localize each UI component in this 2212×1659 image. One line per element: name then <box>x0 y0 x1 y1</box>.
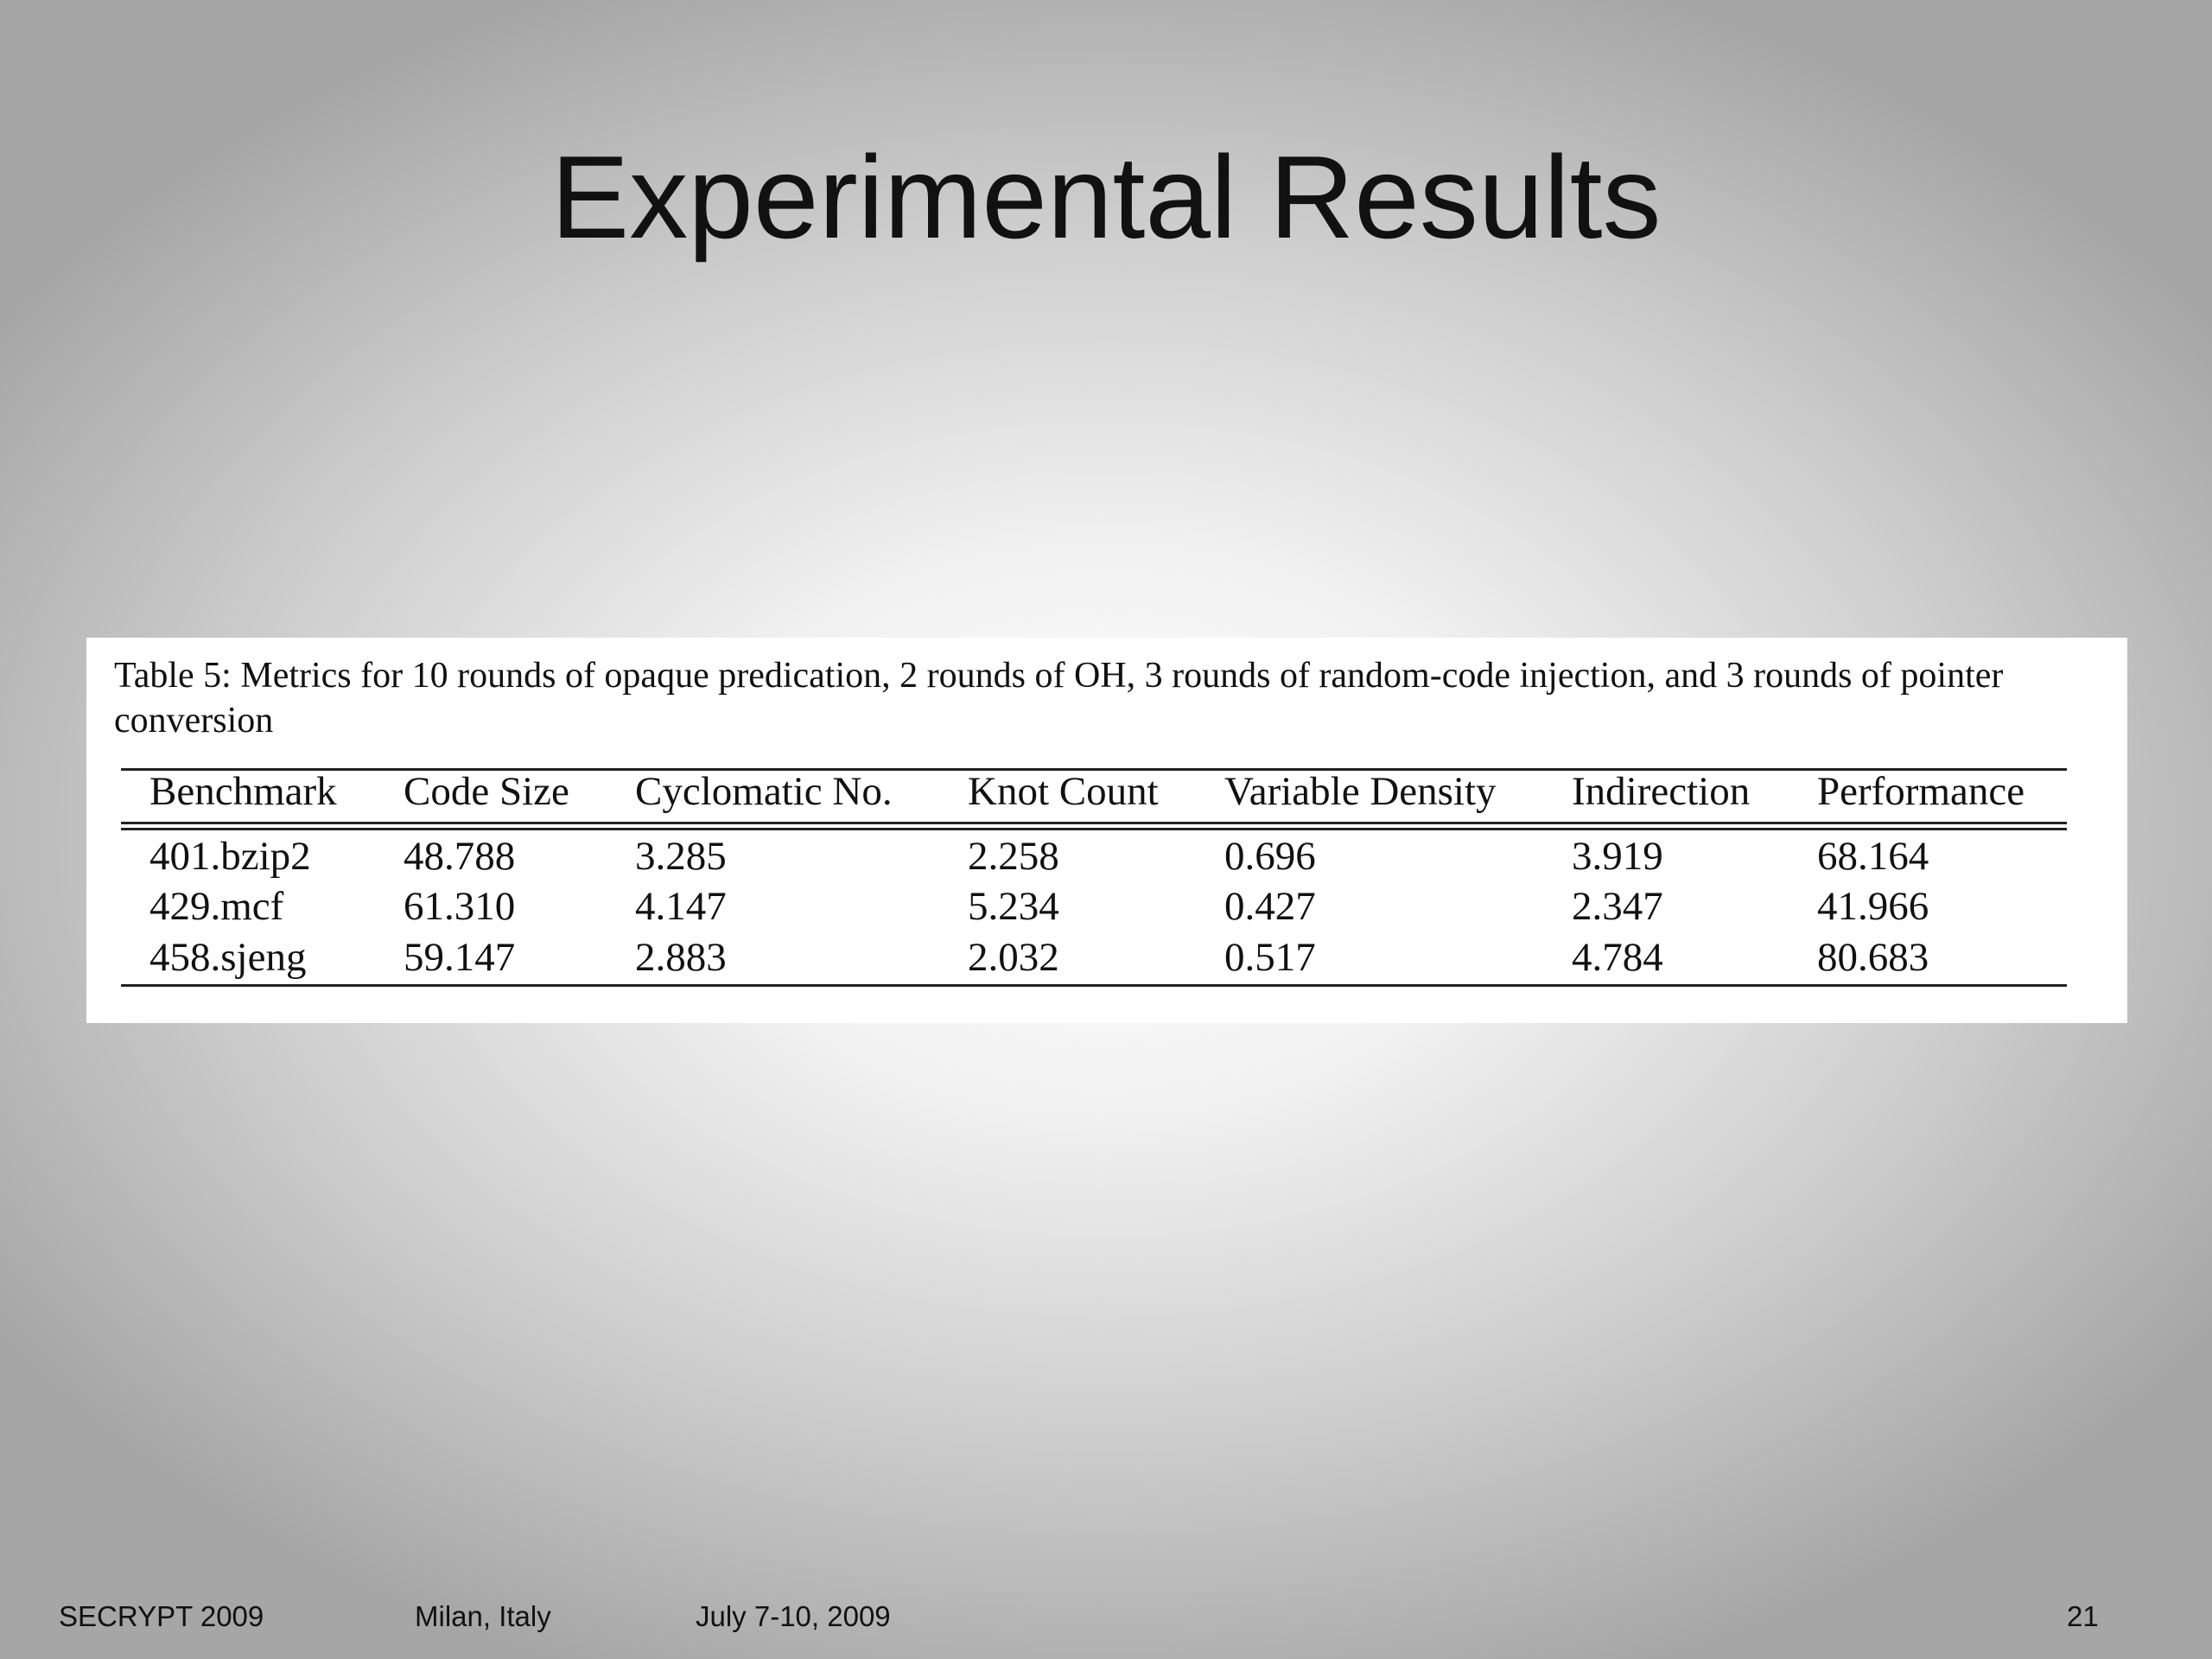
table-cell: 41.966 <box>1817 884 1929 929</box>
column-header: Performance <box>1817 769 2025 814</box>
table-cell: 5.234 <box>968 884 1059 929</box>
table-top-rule <box>121 768 2067 771</box>
table-cell: 458.sjeng <box>149 935 307 980</box>
column-header: Benchmark <box>149 769 337 814</box>
column-header: Cyclomatic No. <box>635 769 893 814</box>
column-header: Variable Density <box>1224 769 1497 814</box>
footer-location: Milan, Italy <box>415 1600 551 1632</box>
slide-number: 21 <box>2067 1600 2099 1632</box>
table-cell: 61.310 <box>404 884 516 929</box>
table-cell: 68.164 <box>1817 834 1929 879</box>
table-caption: Table 5: Metrics for 10 rounds of opaque… <box>114 656 2004 741</box>
table-cell: 429.mcf <box>149 884 284 929</box>
table-cell: 4.147 <box>635 884 727 929</box>
table-cell: 401.bzip2 <box>149 834 311 879</box>
table-cell: 2.258 <box>968 834 1059 879</box>
table-cell: 48.788 <box>404 834 516 879</box>
column-header: Knot Count <box>968 769 1159 814</box>
table-cell: 3.285 <box>635 834 727 879</box>
table-cell: 2.883 <box>635 935 727 980</box>
footer-dates: July 7-10, 2009 <box>696 1600 891 1632</box>
table-cell: 2.347 <box>1572 884 1663 929</box>
footer-conference: SECRYPT 2009 <box>59 1600 264 1632</box>
column-header: Indirection <box>1572 769 1751 814</box>
table-bottom-rule <box>121 984 2067 987</box>
table-header-rule-2 <box>121 828 2067 830</box>
table-cell: 80.683 <box>1817 935 1929 980</box>
table-panel <box>86 638 2127 1023</box>
table-cell: 3.919 <box>1572 834 1663 879</box>
table-cell: 2.032 <box>968 935 1059 980</box>
table-header-rule <box>121 822 2067 824</box>
table-cell: 4.784 <box>1572 935 1663 980</box>
table-cell: 0.517 <box>1224 935 1316 980</box>
table-cell: 0.427 <box>1224 884 1316 929</box>
table-cell: 59.147 <box>404 935 516 980</box>
column-header: Code Size <box>404 769 569 814</box>
slide-title: Experimental Results <box>550 131 1662 263</box>
table-cell: 0.696 <box>1224 834 1316 879</box>
